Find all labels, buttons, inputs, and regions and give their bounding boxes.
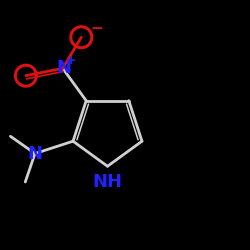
Text: N: N (56, 59, 72, 77)
Text: N: N (28, 144, 42, 162)
Text: NH: NH (92, 173, 122, 191)
Text: +: + (66, 54, 77, 67)
Text: −: − (90, 21, 103, 36)
